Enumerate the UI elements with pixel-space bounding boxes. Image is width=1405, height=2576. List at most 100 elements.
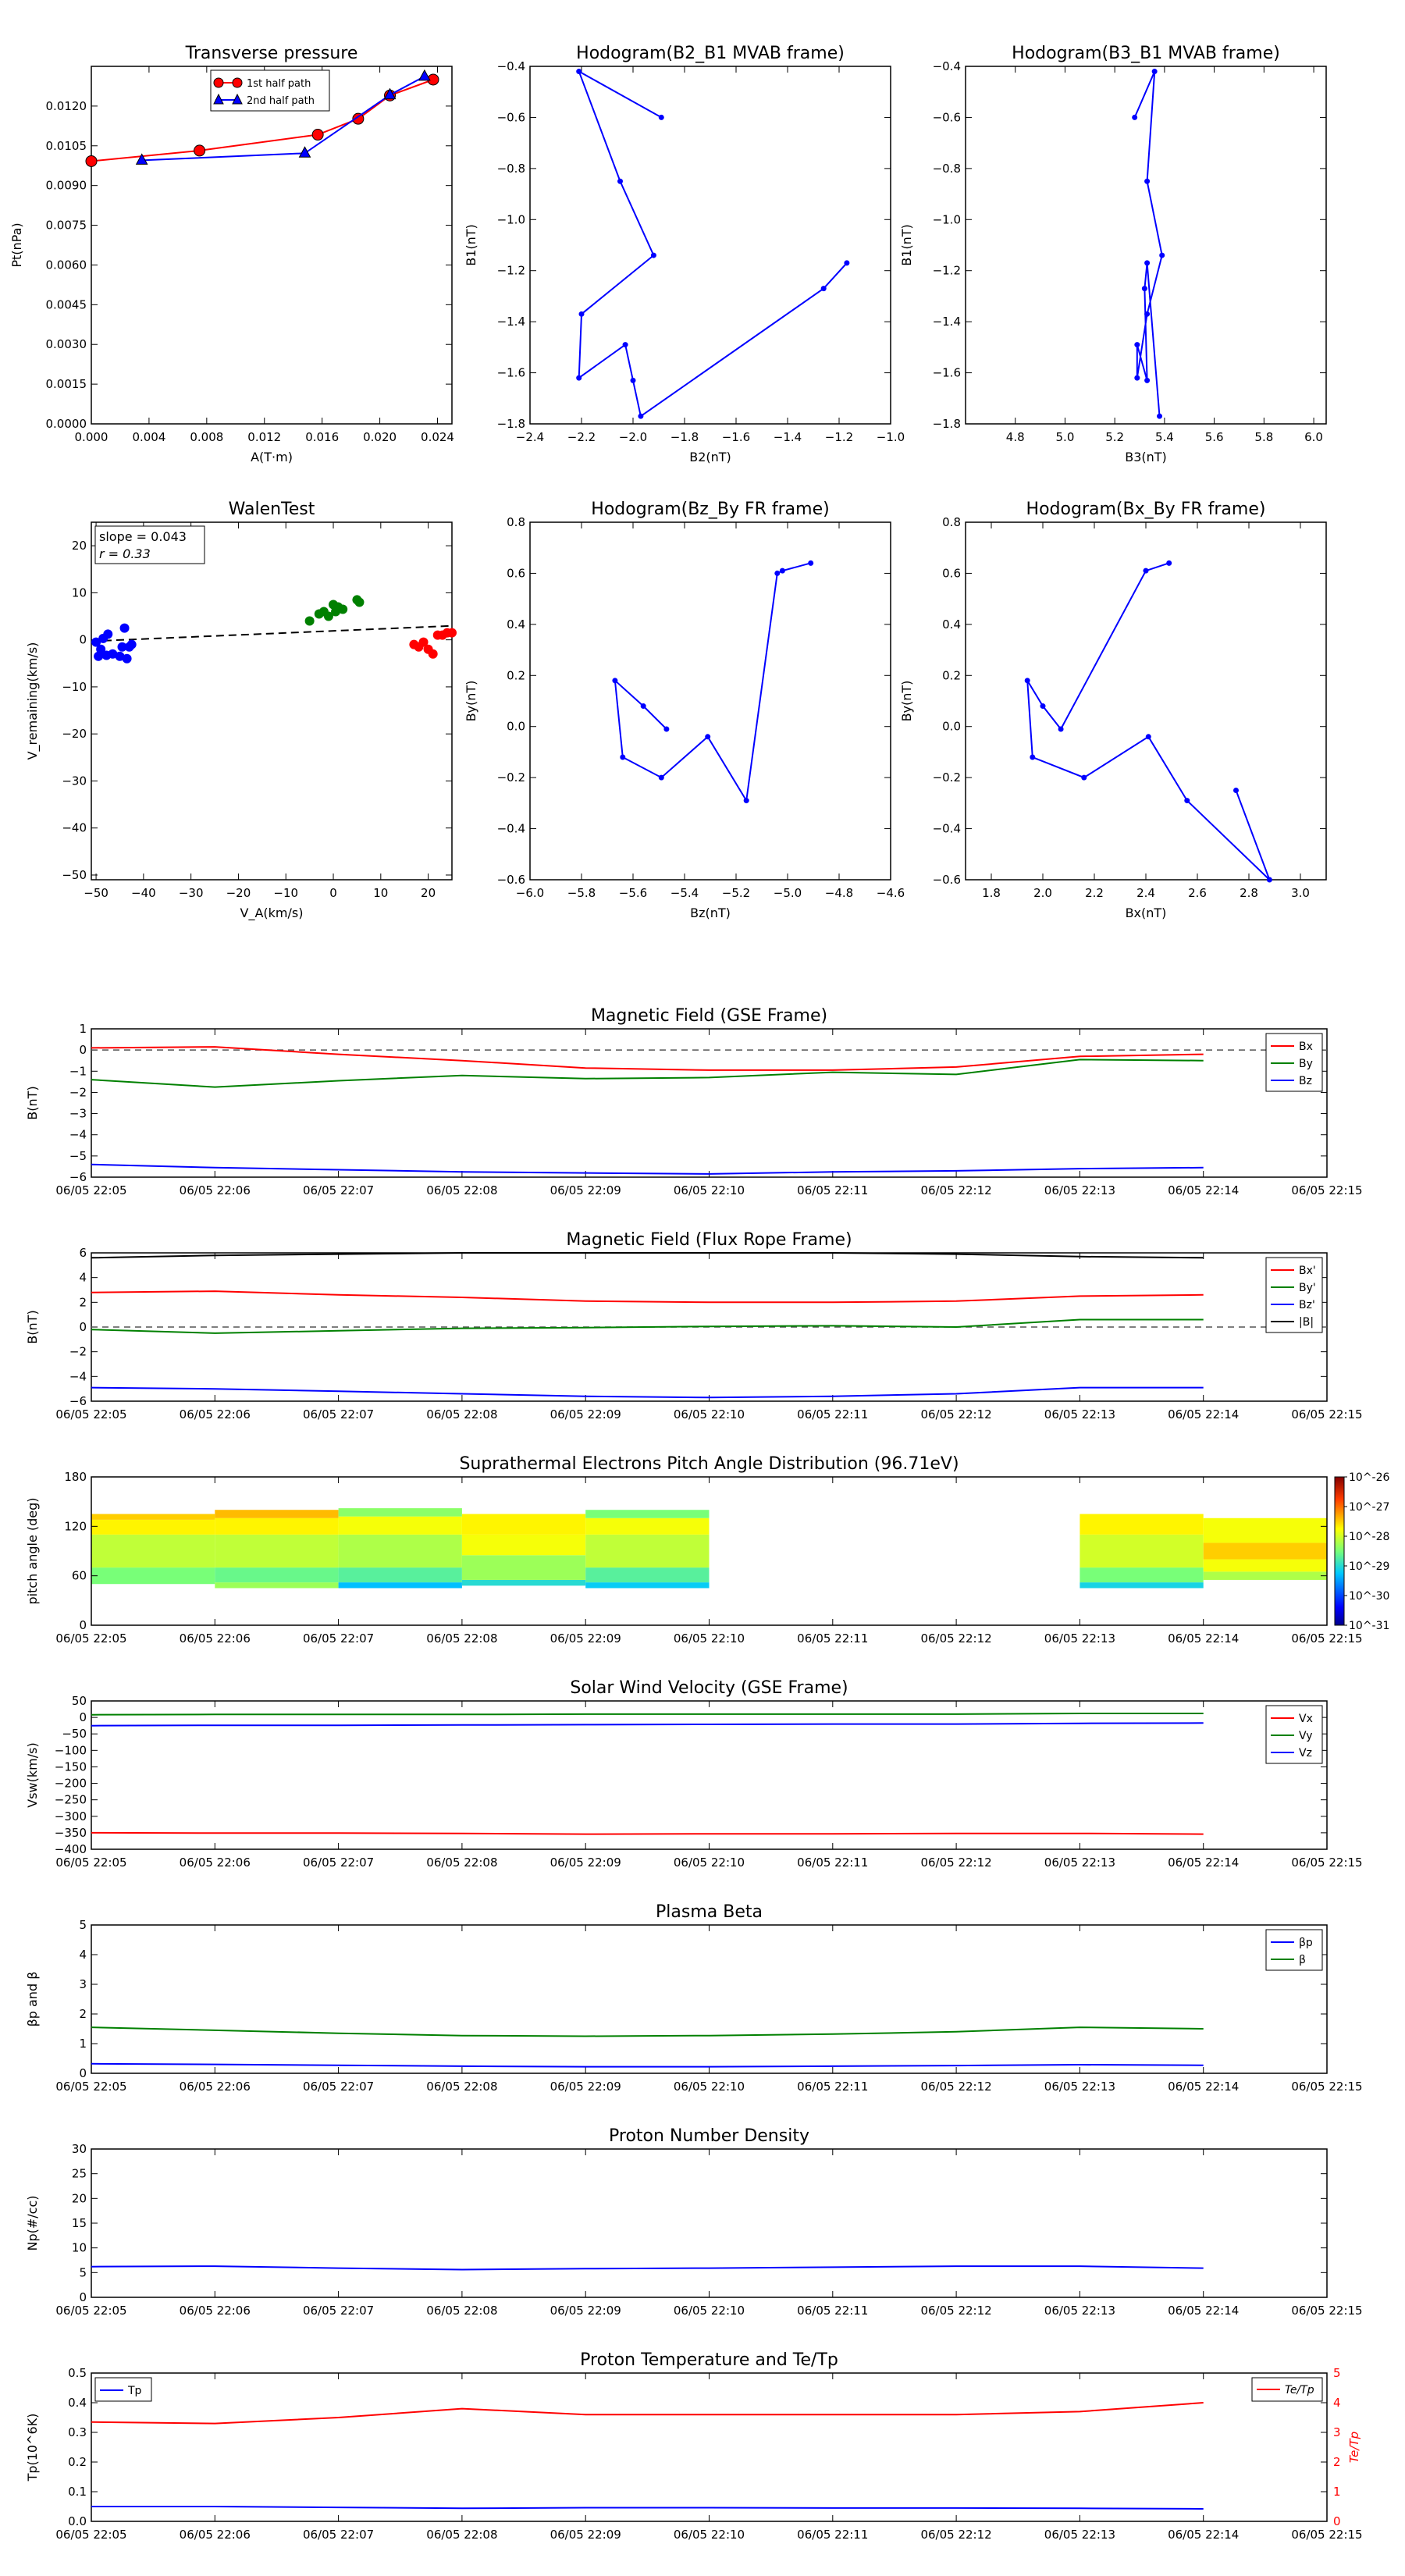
x-tick-label: 06/05 22:05 bbox=[55, 2528, 126, 2542]
y-tick-label: 0.4 bbox=[942, 617, 961, 632]
x-tick-label: 06/05 22:14 bbox=[1168, 2304, 1239, 2318]
y-tick-label: 10 bbox=[72, 2241, 87, 2255]
data-point bbox=[612, 678, 618, 684]
chart-temp: 0.0 0.1 0.2 0.3 0.4 0.5 06/05 22:05 06/05 22:06… bbox=[25, 2350, 1363, 2542]
y-tick-label: 0.0075 bbox=[46, 219, 87, 233]
heatmap-cell bbox=[338, 1534, 462, 1568]
x-axis-label: B2(nT) bbox=[689, 450, 731, 464]
heatmap-cell bbox=[338, 1516, 462, 1535]
chart-title: Proton Temperature and Te/Tp bbox=[580, 2350, 838, 2370]
chart-title: Transverse pressure bbox=[185, 44, 358, 63]
y-tick-label: −50 bbox=[62, 868, 87, 882]
y-tick-label: −6 bbox=[69, 1394, 87, 1408]
y-axis-label: B(nT) bbox=[25, 1310, 40, 1343]
x-tick-label: 06/05 22:09 bbox=[550, 2304, 621, 2318]
data-point bbox=[1081, 774, 1087, 781]
series-line bbox=[91, 2062, 1204, 2068]
series-line bbox=[614, 562, 811, 803]
data-point bbox=[1143, 568, 1149, 574]
data-point bbox=[1159, 252, 1165, 258]
y-axis-label: Tp(10^6K) bbox=[25, 2414, 40, 2482]
y-tick-label: −1.8 bbox=[497, 417, 525, 431]
data-point bbox=[91, 637, 101, 647]
y-axis-label: V_remaining(km/s) bbox=[25, 642, 41, 760]
x-tick-label: −4.6 bbox=[877, 886, 905, 900]
x-tick-label: 06/05 22:09 bbox=[550, 1631, 621, 1646]
x-tick-label: −5.6 bbox=[619, 886, 647, 900]
series-line bbox=[1133, 71, 1163, 417]
y-tick-label: 0 bbox=[79, 633, 87, 647]
fit-line bbox=[91, 624, 453, 642]
y-tick-label: 0 bbox=[79, 1618, 87, 1632]
x-tick-label: 06/05 22:05 bbox=[55, 1407, 126, 1421]
legend-marker bbox=[213, 77, 224, 88]
plot-frame bbox=[529, 521, 891, 881]
y-tick-label: −100 bbox=[55, 1743, 87, 1757]
y-tick-label: −0.4 bbox=[933, 59, 961, 73]
data-point bbox=[298, 146, 311, 158]
data-point bbox=[578, 311, 585, 317]
data-point bbox=[1151, 69, 1158, 75]
x-tick-label: 2.4 bbox=[1136, 886, 1155, 900]
x-tick-label: 06/05 22:06 bbox=[180, 1856, 251, 1870]
series-line bbox=[577, 69, 848, 418]
y-tick-label: −1.8 bbox=[933, 417, 961, 431]
x-tick-label: −1.8 bbox=[670, 430, 699, 444]
x-tick-label: 06/05 22:14 bbox=[1168, 2080, 1239, 2094]
x-tick-label: 06/05 22:09 bbox=[550, 2528, 621, 2542]
heatmap-cell bbox=[1203, 1517, 1327, 1543]
legend-label: Te/Tp bbox=[1285, 2384, 1314, 2396]
data-point bbox=[620, 754, 626, 760]
x-tick-label: 06/05 22:15 bbox=[1291, 1856, 1362, 1870]
y-tick-label: −350 bbox=[55, 1826, 87, 1840]
x-tick-label: 2.6 bbox=[1188, 886, 1207, 900]
y-tick-label: 0.0015 bbox=[46, 377, 87, 391]
colorbar-label: 10^-27 bbox=[1349, 1501, 1389, 1514]
data-point bbox=[1040, 703, 1046, 710]
x-tick-label: 06/05 22:14 bbox=[1168, 2528, 1239, 2542]
x-tick-label: 2.2 bbox=[1085, 886, 1104, 900]
data-point bbox=[1030, 754, 1036, 760]
x-tick-label: 6.0 bbox=[1304, 430, 1323, 444]
y-tick-label: 0.0030 bbox=[46, 337, 87, 351]
chart-title: Hodogram(B2_B1 MVAB frame) bbox=[576, 44, 845, 63]
x-tick-label: 06/05 22:15 bbox=[1291, 2304, 1362, 2318]
data-point bbox=[103, 629, 113, 639]
x-tick-label: 06/05 22:06 bbox=[180, 1183, 251, 1197]
legend-label: Tp bbox=[127, 2385, 142, 2397]
x-tick-label: 06/05 22:14 bbox=[1168, 1183, 1239, 1197]
x-tick-label: 06/05 22:11 bbox=[797, 1407, 868, 1421]
plot-frame bbox=[965, 521, 1327, 881]
y-tick-label: 0.6 bbox=[507, 566, 525, 580]
y-tick-label: −0.8 bbox=[497, 162, 525, 176]
y-tick-label: 0.4 bbox=[507, 617, 525, 632]
y-tick-label: −1.2 bbox=[497, 264, 525, 278]
data-point bbox=[844, 260, 850, 266]
plot-frame bbox=[529, 66, 891, 425]
x-tick-label: 0.016 bbox=[305, 430, 339, 444]
data-point bbox=[1266, 877, 1272, 883]
x-tick-label: 06/05 22:10 bbox=[674, 1407, 745, 1421]
y-tick-label: −1 bbox=[69, 1064, 87, 1078]
legend-marker bbox=[232, 93, 243, 105]
data-point bbox=[135, 153, 148, 165]
data-point bbox=[617, 178, 623, 184]
y-tick-label: −400 bbox=[55, 1842, 87, 1856]
y-tick-label: 0 bbox=[79, 2066, 87, 2080]
legend-label: Bz' bbox=[1299, 1299, 1315, 1311]
y-tick-label: −0.6 bbox=[497, 110, 525, 124]
x-tick-label: 06/05 22:12 bbox=[920, 2304, 991, 2318]
x-tick-label: 2.0 bbox=[1033, 886, 1052, 900]
y-tick-label: −300 bbox=[55, 1809, 87, 1823]
chart-title: Proton Number Density bbox=[609, 2126, 809, 2146]
heatmap-cell bbox=[461, 1555, 586, 1580]
data-point bbox=[96, 644, 106, 654]
series-line bbox=[91, 2265, 1204, 2271]
y-axis-label: Pt(nPa) bbox=[9, 222, 24, 267]
heatmap-cell bbox=[91, 1514, 215, 1520]
x-tick-label: 0.012 bbox=[247, 430, 281, 444]
series-line bbox=[91, 1318, 1204, 1334]
y-tick-label: 2 bbox=[79, 1295, 87, 1309]
x-tick-label: 06/05 22:12 bbox=[920, 1631, 991, 1646]
y-tick-label: 15 bbox=[72, 2216, 87, 2230]
